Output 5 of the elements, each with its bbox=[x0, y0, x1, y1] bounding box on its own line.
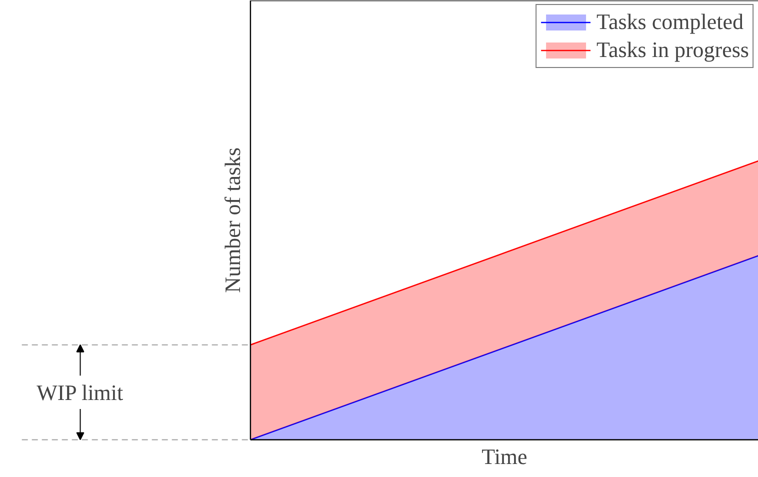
y-axis-title: Number of tasks bbox=[220, 147, 246, 293]
ref-line-label: WIP limit bbox=[36, 380, 124, 405]
x-axis-title: Time bbox=[482, 444, 528, 470]
legend-label: Tasks completed bbox=[596, 9, 744, 35]
legend-label: Tasks in progress bbox=[596, 37, 749, 63]
